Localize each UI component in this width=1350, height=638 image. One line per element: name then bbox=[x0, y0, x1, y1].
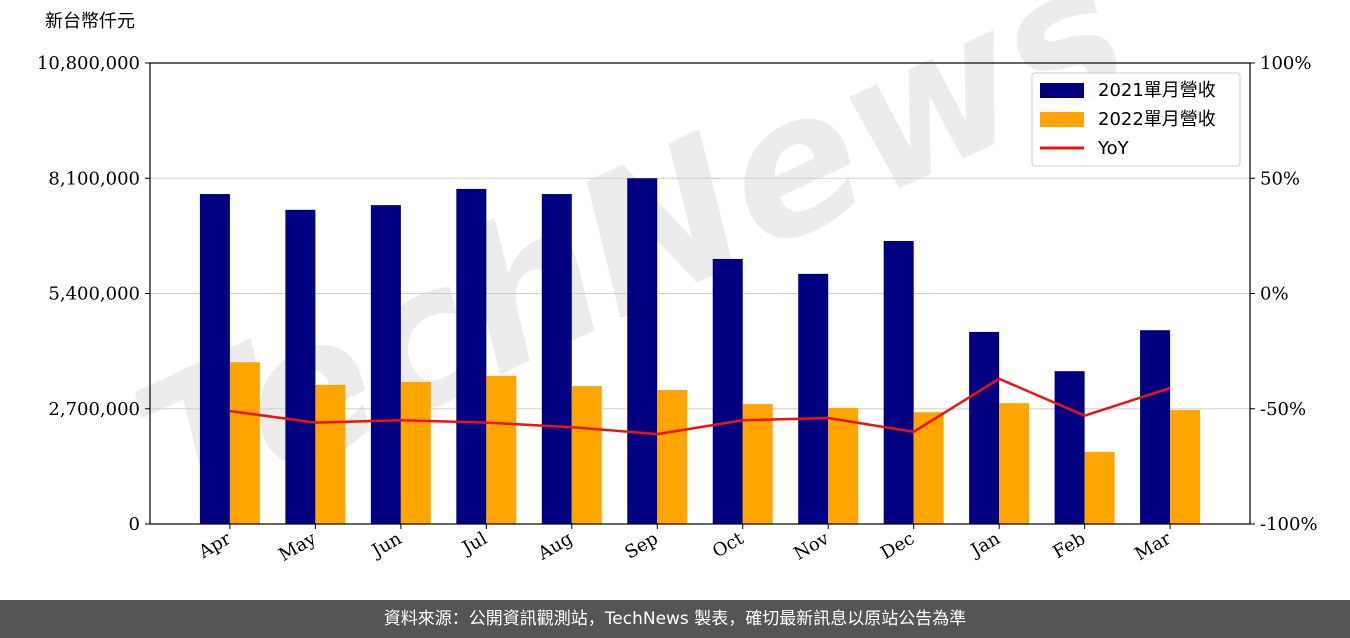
bar bbox=[199, 194, 230, 524]
bar bbox=[999, 403, 1030, 524]
x-tick-label: Dec bbox=[877, 528, 918, 564]
plot-frame bbox=[149, 62, 1251, 525]
y2-tick-label: 50% bbox=[1260, 168, 1300, 189]
y2-tick-label: 100% bbox=[1260, 53, 1311, 74]
x-tick-label: Feb bbox=[1049, 528, 1089, 563]
bar bbox=[1084, 451, 1115, 524]
y-tick-label: 0 bbox=[129, 514, 140, 535]
bar bbox=[315, 384, 346, 524]
x-tick-label: Oct bbox=[709, 528, 748, 563]
bar bbox=[657, 389, 688, 524]
y-tick-label: 8,100,000 bbox=[48, 168, 140, 189]
y-tick-label: 2,700,000 bbox=[48, 399, 140, 420]
legend-swatch bbox=[1040, 112, 1084, 127]
bar bbox=[1140, 330, 1171, 524]
bar bbox=[798, 273, 829, 524]
x-tick-label: Sep bbox=[621, 528, 661, 563]
bar bbox=[229, 362, 260, 524]
y-tick-label: 5,400,000 bbox=[48, 284, 140, 305]
bar bbox=[1054, 371, 1085, 524]
y2-tick-label: -100% bbox=[1260, 514, 1318, 535]
chart: 新台幣仟元 TechNews02,700,0005,400,0008,100,0… bbox=[37, 0, 1318, 566]
y2-tick-label: 0% bbox=[1260, 284, 1289, 305]
x-tick-label: Nov bbox=[790, 528, 833, 565]
x-tick-label: May bbox=[275, 528, 320, 566]
bar bbox=[541, 194, 572, 524]
y2-tick-label: -50% bbox=[1260, 399, 1306, 420]
bar bbox=[742, 404, 773, 524]
bar bbox=[627, 178, 658, 524]
y-tick-label: 10,800,000 bbox=[37, 53, 140, 74]
x-tick-label: Jan bbox=[966, 528, 1004, 562]
bar bbox=[370, 205, 401, 524]
legend-swatch bbox=[1040, 83, 1084, 98]
legend-label: 2022單月營收 bbox=[1098, 109, 1216, 130]
bar bbox=[969, 331, 1000, 524]
bar bbox=[883, 240, 914, 524]
x-tick-label: Jul bbox=[457, 528, 491, 560]
bar bbox=[1170, 410, 1201, 524]
bar bbox=[486, 375, 517, 524]
bar bbox=[571, 386, 602, 524]
x-tick-label: Jun bbox=[367, 528, 406, 563]
y-axis-label: 新台幣仟元 bbox=[45, 11, 135, 32]
x-tick-label: Mar bbox=[1131, 528, 1175, 565]
bar bbox=[285, 209, 316, 524]
bar bbox=[456, 188, 487, 524]
bar bbox=[913, 412, 944, 524]
bar bbox=[828, 407, 859, 524]
bar bbox=[712, 258, 743, 524]
footer: 資料來源：公開資訊觀測站，TechNews 製表，確切最新訊息以原站公告為準 bbox=[0, 600, 1350, 638]
legend-label: 2021單月營收 bbox=[1098, 80, 1216, 101]
legend-label: YoY bbox=[1097, 138, 1130, 159]
yoy-line bbox=[229, 377, 1171, 436]
x-tick-label: Aug bbox=[534, 528, 577, 565]
bar bbox=[400, 381, 431, 524]
